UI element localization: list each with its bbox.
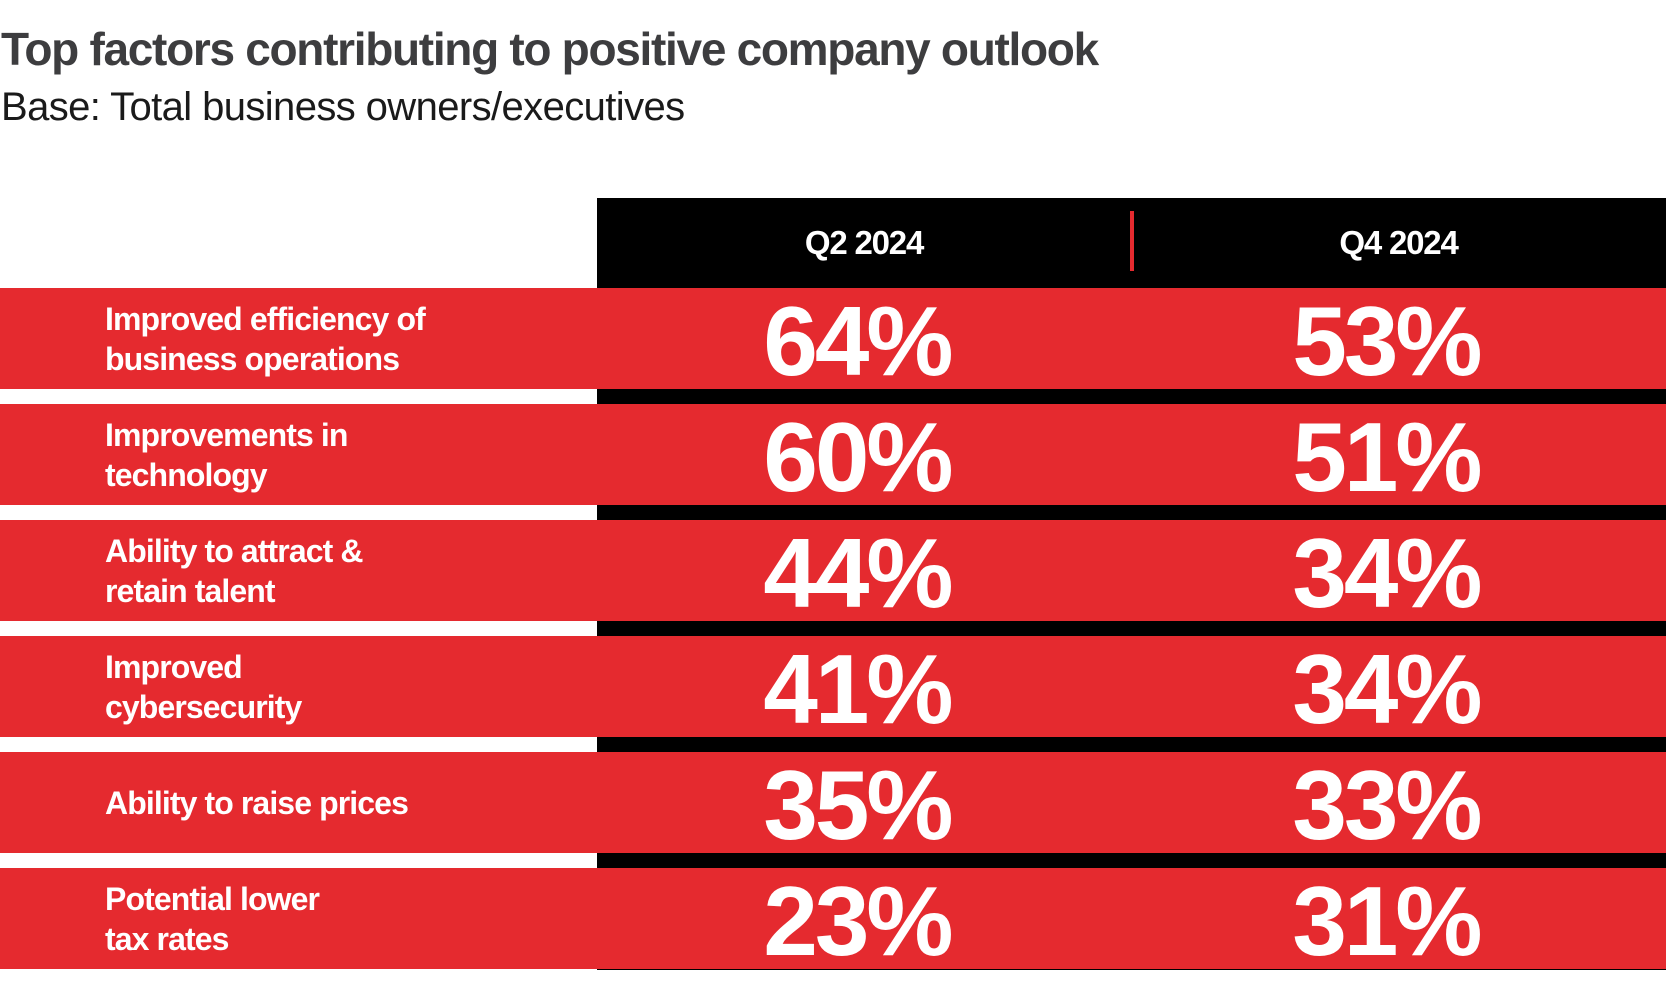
column-separator [1130, 211, 1134, 271]
value-q2-2024: 44% [763, 518, 953, 628]
row-label: Improved cybersecurity [105, 648, 302, 725]
row-label: Improved efficiency of business operatio… [105, 300, 426, 377]
value-q4-2024: 34% [1292, 634, 1482, 744]
value-q4-2024: 31% [1292, 866, 1482, 976]
value-q4-2024: 33% [1292, 750, 1482, 860]
table-row: Ability to raise prices 35% 33% [0, 750, 1666, 860]
row-label: Ability to raise prices [105, 784, 409, 821]
value-q2-2024: 23% [763, 866, 953, 976]
table-row: Improvements in technology 60% 51% [0, 402, 1666, 512]
row-label: Potential lower tax rates [105, 880, 320, 957]
value-q2-2024: 41% [763, 634, 953, 744]
row-label: Ability to attract & retain talent [105, 532, 363, 609]
chart-title: Top factors contributing to positive com… [1, 23, 1099, 75]
values-background [597, 288, 1666, 970]
value-q4-2024: 34% [1292, 518, 1482, 628]
table-row: Improved efficiency of business operatio… [0, 286, 1666, 396]
column-header-q2-2024: Q2 2024 [804, 224, 924, 261]
table-row: Ability to attract & retain talent 44% 34% [0, 518, 1666, 628]
chart-subtitle: Base: Total business owners/executives [1, 85, 685, 129]
value-q2-2024: 64% [763, 286, 953, 396]
row-label: Improvements in technology [105, 416, 348, 493]
value-q2-2024: 60% [763, 402, 953, 512]
table-row: Potential lower tax rates 23% 31% [0, 866, 1666, 976]
value-q4-2024: 51% [1292, 402, 1482, 512]
value-q2-2024: 35% [763, 750, 953, 860]
value-q4-2024: 53% [1292, 286, 1482, 396]
column-header-q4-2024: Q4 2024 [1339, 224, 1458, 261]
table-row: Improved cybersecurity 41% 34% [0, 634, 1666, 744]
